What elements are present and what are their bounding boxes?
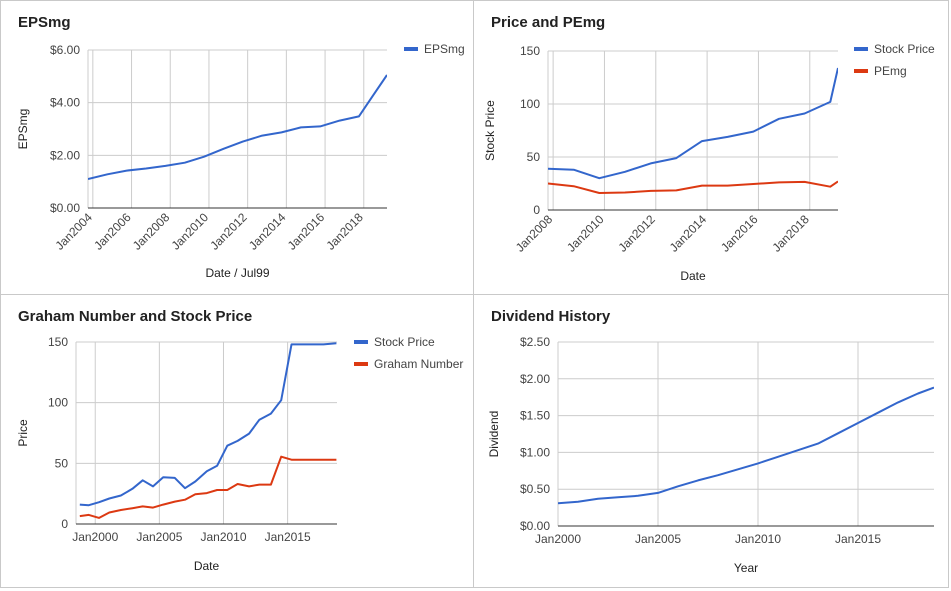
y-tick-label: $0.50 xyxy=(520,482,550,496)
x-axis-title: Date xyxy=(194,559,220,573)
legend-label: Graham Number xyxy=(374,357,463,371)
x-tick-label: Jan2018 xyxy=(323,210,366,253)
series-line-epsmg xyxy=(88,74,387,180)
x-tick-label: Jan2014 xyxy=(246,210,289,253)
chart-panel-graham: Graham Number and Stock Price 0 50 100 150 J… xyxy=(0,294,474,588)
chart-title: Dividend History xyxy=(491,308,611,325)
graham-chart: 0 50 100 150 Jan2000 Jan2005 Jan2010 Jan2015 Dat… xyxy=(16,335,463,573)
y-tick-label: 0 xyxy=(61,517,68,531)
chart-title: Graham Number and Stock Price xyxy=(18,308,253,325)
legend-swatch xyxy=(354,362,368,366)
series-line-dividend xyxy=(558,386,934,505)
y-tick-label: $1.00 xyxy=(520,445,550,459)
legend-swatch xyxy=(854,47,868,51)
x-axis-title: Date / Jul99 xyxy=(205,266,269,280)
y-tick-label: $0.00 xyxy=(50,201,80,215)
y-axis-title: EPSmg xyxy=(16,109,30,150)
y-axis-title: Dividend xyxy=(487,411,501,458)
y-tick-label: $2.00 xyxy=(520,372,550,386)
y-tick-label: $2.00 xyxy=(50,148,80,162)
x-tick-label: Jan2010 xyxy=(735,532,781,546)
series-line-stock-price xyxy=(79,342,337,507)
y-tick-label: $2.50 xyxy=(520,335,550,349)
y-tick-label: $6.00 xyxy=(50,43,80,57)
x-tick-label: Jan2005 xyxy=(635,532,681,546)
series-line-stock-price xyxy=(548,67,838,180)
y-tick-label: $0.00 xyxy=(520,519,550,533)
x-tick-label: Jan2015 xyxy=(835,532,881,546)
y-tick-label: 50 xyxy=(55,456,69,470)
x-tick-label: Jan2018 xyxy=(769,212,812,255)
legend-label: PEmg xyxy=(874,64,907,78)
x-tick-label: Jan2012 xyxy=(207,210,250,253)
y-tick-label: 150 xyxy=(48,335,68,349)
x-tick-label: Jan2000 xyxy=(535,532,581,546)
chart-panel-price-pemg: Price and PEmg 0 50 100 150 Jan2008 Jan2010 Ja… xyxy=(473,0,949,295)
series-line-graham-number xyxy=(79,455,337,519)
x-tick-label: Jan2010 xyxy=(200,530,246,544)
x-tick-label: Jan2012 xyxy=(615,212,658,255)
legend-label: EPSmg xyxy=(424,42,465,56)
y-tick-label: 100 xyxy=(48,396,68,410)
x-tick-label: Jan2000 xyxy=(72,530,118,544)
chart-title: EPSmg xyxy=(18,14,71,31)
x-tick-label: Jan2016 xyxy=(718,212,761,255)
epsmg-chart: $0.00 $2.00 $4.00 $6.00 Jan2004Jan2006Jan200… xyxy=(16,42,465,280)
chart-title: Price and PEmg xyxy=(491,14,606,31)
legend-swatch xyxy=(354,340,368,344)
x-axis-title: Date xyxy=(680,269,706,283)
x-tick-label: Jan2010 xyxy=(564,212,607,255)
x-axis-title: Year xyxy=(734,561,758,575)
x-tick-label: Jan2004 xyxy=(52,210,95,253)
legend-swatch xyxy=(404,47,418,51)
x-tick-label: Jan2016 xyxy=(285,210,328,253)
y-tick-label: 150 xyxy=(520,44,540,58)
y-tick-label: 100 xyxy=(520,97,540,111)
y-axis-title: Price xyxy=(16,419,30,447)
chart-panel-dividend: Dividend History $0.00 $0.50 $1.00 $1.50 $2.… xyxy=(473,294,949,588)
x-tick-label: Jan2006 xyxy=(91,210,134,253)
x-tick-label: Jan2008 xyxy=(130,210,173,253)
legend-swatch xyxy=(854,69,868,73)
x-tick-label: Jan2010 xyxy=(169,210,212,253)
series-line-pemg xyxy=(548,180,838,194)
x-tick-label: Jan2008 xyxy=(513,212,556,255)
x-tick-label: Jan2005 xyxy=(136,530,182,544)
legend-label: Stock Price xyxy=(874,42,935,56)
y-tick-label: $4.00 xyxy=(50,96,80,110)
y-tick-label: 50 xyxy=(527,150,541,164)
x-tick-label: Jan2015 xyxy=(265,530,311,544)
legend-label: Stock Price xyxy=(374,335,435,349)
dividend-chart: $0.00 $0.50 $1.00 $1.50 $2.00 $2.50 Jan2000 Jan… xyxy=(487,335,934,575)
chart-panel-epsmg: EPSmg $0.00 $2.00 $4.00 $6.00 Jan2004 Jan2006… xyxy=(0,0,474,295)
y-axis-title: Stock Price xyxy=(483,100,497,161)
y-tick-label: 0 xyxy=(533,203,540,217)
y-tick-label: $1.50 xyxy=(520,409,550,423)
x-tick-label: Jan2014 xyxy=(667,212,710,255)
